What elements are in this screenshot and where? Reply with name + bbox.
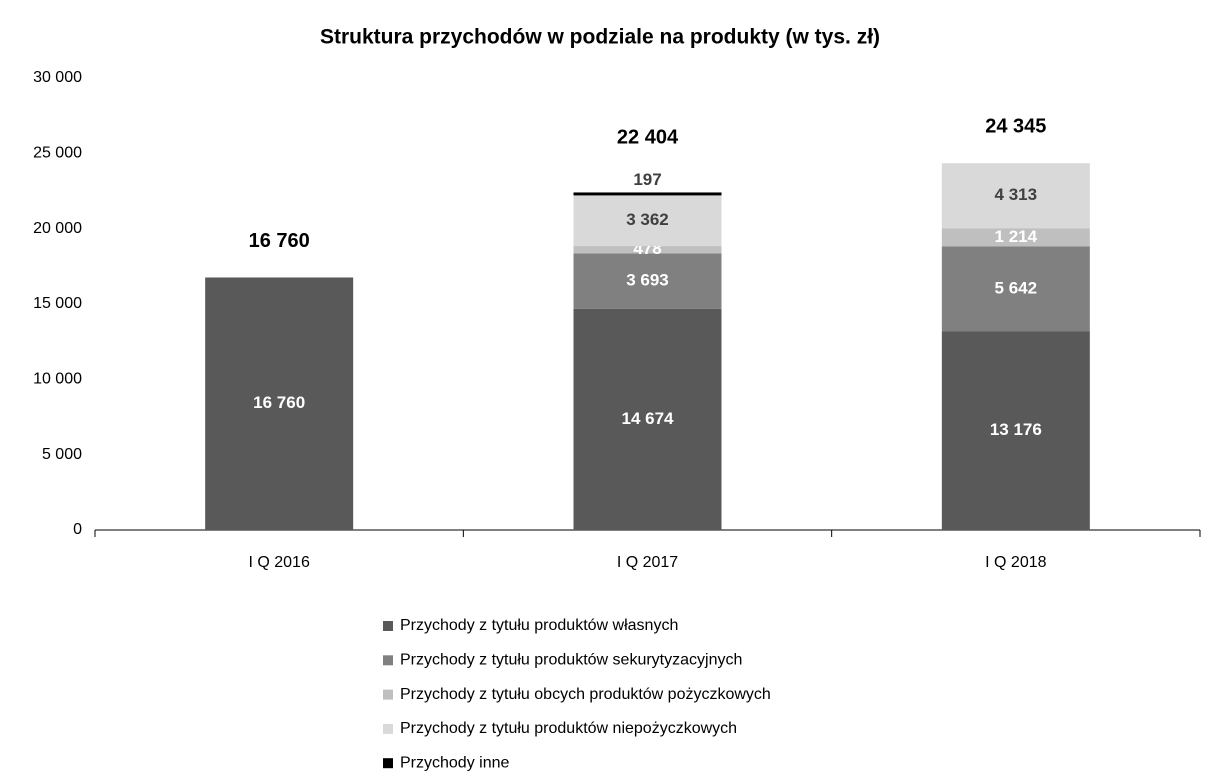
y-tick-label: 30 000 <box>33 69 82 86</box>
total-label: 22 404 <box>617 127 679 149</box>
legend-swatch <box>383 723 393 734</box>
value-label: 3 362 <box>626 210 669 229</box>
legend-label: Przychody z tytułu produktów niepożyczko… <box>400 720 737 737</box>
value-label: 13 176 <box>990 420 1042 439</box>
chart-title: Struktura przychodów w podziale na produ… <box>320 26 880 49</box>
bar-segment <box>941 246 1090 332</box>
y-tick-label: 20 000 <box>33 220 82 237</box>
legend-swatch <box>383 689 393 700</box>
total-label: 16 760 <box>249 230 310 252</box>
value-label: 3 693 <box>626 271 669 290</box>
bar-segment <box>573 192 722 196</box>
x-tick-label: I Q 2017 <box>617 554 678 571</box>
bar-segment <box>573 253 722 309</box>
y-tick-label: 10 000 <box>33 371 82 388</box>
legend-label: Przychody z tytułu produktów własnych <box>400 617 678 634</box>
y-tick-label: 5 000 <box>42 446 82 463</box>
legend-swatch <box>383 758 393 769</box>
bar-segment <box>573 246 722 254</box>
legend-swatch <box>383 621 393 631</box>
value-label: 4 313 <box>995 185 1038 204</box>
value-label: 5 642 <box>995 278 1038 297</box>
bar-segment <box>205 277 354 530</box>
bar-segment <box>941 228 1090 247</box>
value-label: 197 <box>633 170 661 189</box>
bar-segment <box>573 308 722 530</box>
bar-segment <box>941 331 1090 530</box>
y-tick-label: 15 000 <box>33 295 82 312</box>
value-label: 1 214 <box>995 227 1038 246</box>
x-tick-label: I Q 2016 <box>248 554 309 571</box>
x-tick-label: I Q 2018 <box>985 554 1046 571</box>
legend-label: Przychody z tytułu obcych produktów poży… <box>400 686 771 703</box>
legend-label: Przychody inne <box>400 754 509 771</box>
total-label: 24 345 <box>985 115 1046 137</box>
y-tick-label: 25 000 <box>33 145 82 162</box>
bar-segment <box>941 163 1090 229</box>
bar-segment <box>573 195 722 247</box>
value-label: 16 760 <box>253 393 305 412</box>
y-tick-label: 0 <box>73 521 82 538</box>
legend-swatch <box>383 655 393 666</box>
value-label: 14 674 <box>622 409 675 428</box>
legend-label: Przychody z tytułu produktów sekurytyzac… <box>400 652 742 669</box>
